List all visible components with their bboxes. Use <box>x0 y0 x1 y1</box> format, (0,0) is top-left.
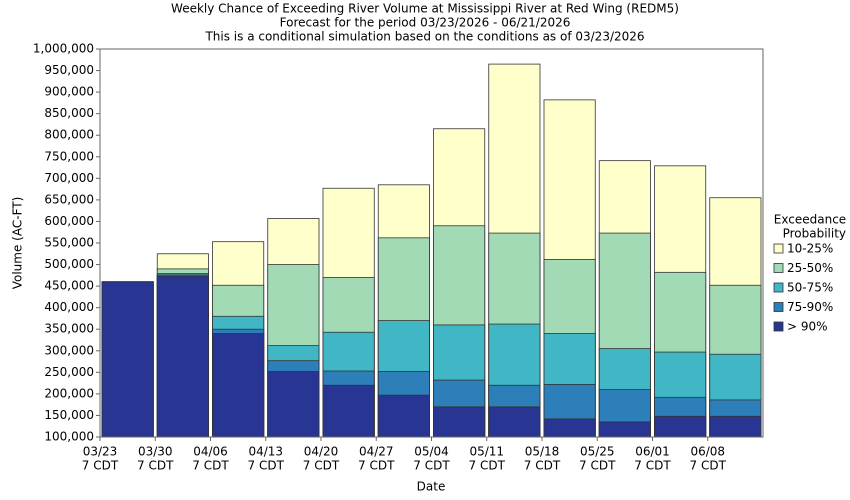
y-tick-label: 650,000 <box>44 192 94 206</box>
bar <box>156 275 209 438</box>
y-tick-label: 400,000 <box>44 300 94 314</box>
legend-title: Probability <box>783 227 846 241</box>
legend-swatch <box>773 302 784 312</box>
bar <box>654 415 707 438</box>
x-tick-label: 03/23 <box>83 445 118 459</box>
y-tick-label: 900,000 <box>44 85 94 99</box>
x-tick-label: 05/04 <box>414 445 449 459</box>
x-tick-label: 7 CDT <box>192 459 229 473</box>
y-tick-label: 200,000 <box>44 386 94 400</box>
chart-title: Weekly Chance of Exceeding River Volume … <box>171 2 679 16</box>
bar <box>433 406 486 438</box>
x-tick-label: 7 CDT <box>469 459 506 473</box>
x-tick-label: 04/06 <box>193 445 228 459</box>
legend-label: 25-50% <box>787 261 833 275</box>
bar <box>488 406 541 438</box>
legend-label: > 90% <box>787 320 828 334</box>
x-tick-label: 7 CDT <box>634 459 671 473</box>
y-tick-label: 550,000 <box>44 236 94 250</box>
bar <box>322 384 375 438</box>
bar <box>543 418 596 438</box>
y-tick-label: 500,000 <box>44 257 94 271</box>
y-tick-label: 100,000 <box>44 430 94 444</box>
x-tick-label: 05/11 <box>469 445 504 459</box>
x-tick-label: 7 CDT <box>82 459 119 473</box>
legend-label: 50-75% <box>787 281 833 295</box>
x-tick-label: 04/13 <box>248 445 283 459</box>
bar <box>267 371 320 438</box>
bar <box>101 281 154 438</box>
legend-swatch <box>773 243 784 254</box>
x-tick-label: 7 CDT <box>413 459 450 473</box>
legend-swatch <box>773 263 784 273</box>
x-tick-label: 7 CDT <box>137 459 174 473</box>
x-tick-label: 7 CDT <box>248 459 285 473</box>
y-tick-label: 300,000 <box>44 343 94 357</box>
y-tick-label: 250,000 <box>44 365 94 379</box>
y-tick-label: 1,000,000 <box>33 42 94 56</box>
bar <box>598 421 651 438</box>
x-tick-label: 06/01 <box>635 445 670 459</box>
y-tick-label: 950,000 <box>44 63 94 77</box>
chart-subtitle: This is a conditional simulation based o… <box>204 30 644 44</box>
x-tick-label: 06/08 <box>690 445 725 459</box>
y-tick-label: 700,000 <box>44 171 94 185</box>
y-tick-label: 350,000 <box>44 322 94 336</box>
y-axis-label: Volume (AC-FT) <box>11 197 25 290</box>
bar <box>709 415 762 438</box>
legend-title: Exceedance <box>774 213 846 227</box>
x-axis-label: Date <box>417 480 446 494</box>
y-tick-label: 750,000 <box>44 149 94 163</box>
x-tick-label: 7 CDT <box>524 459 561 473</box>
bar <box>377 394 430 438</box>
x-tick-label: 7 CDT <box>579 459 616 473</box>
y-tick-label: 850,000 <box>44 106 94 120</box>
y-tick-label: 150,000 <box>44 408 94 422</box>
x-tick-label: 04/27 <box>359 445 394 459</box>
x-tick-label: 7 CDT <box>303 459 340 473</box>
x-tick-label: 05/25 <box>580 445 615 459</box>
x-tick-label: 7 CDT <box>690 459 727 473</box>
legend-swatch <box>773 282 784 293</box>
y-tick-label: 800,000 <box>44 128 94 142</box>
y-tick-label: 600,000 <box>44 214 94 228</box>
bar <box>212 333 265 438</box>
x-tick-label: 03/30 <box>138 445 173 459</box>
y-tick-label: 450,000 <box>44 279 94 293</box>
x-tick-label: 04/20 <box>304 445 339 459</box>
chart-subtitle: Forecast for the period 03/23/2026 - 06/… <box>280 16 571 30</box>
legend-swatch <box>773 321 784 332</box>
legend-label: 10-25% <box>787 242 833 256</box>
legend-label: 75-90% <box>787 300 833 314</box>
x-tick-label: 7 CDT <box>358 459 395 473</box>
x-tick-label: 05/18 <box>525 445 560 459</box>
